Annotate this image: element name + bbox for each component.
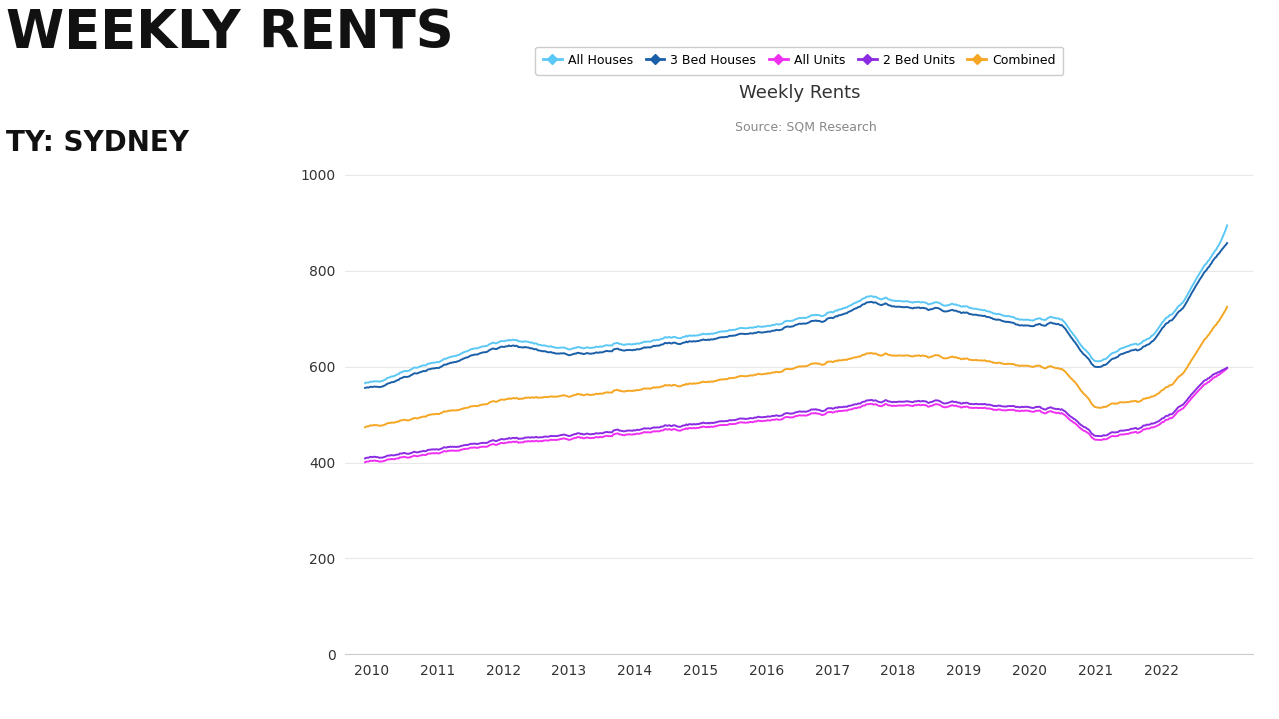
Legend: All Houses, 3 Bed Houses, All Units, 2 Bed Units, Combined: All Houses, 3 Bed Houses, All Units, 2 B… [536, 47, 1063, 75]
Text: WEEKLY RENTS: WEEKLY RENTS [6, 7, 454, 59]
Text: TY: SYDNEY: TY: SYDNEY [6, 129, 189, 157]
Title: Weekly Rents: Weekly Rents [739, 84, 859, 102]
Text: Source: SQM Research: Source: SQM Research [735, 120, 877, 133]
